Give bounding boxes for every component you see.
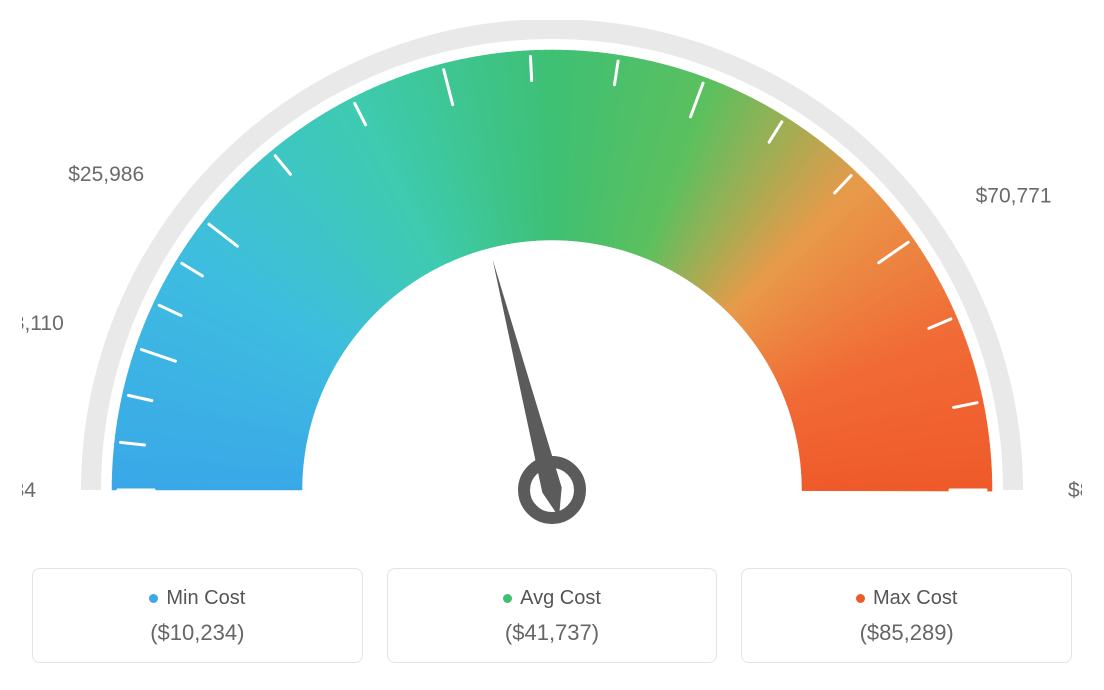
legend-label-avg: Avg Cost: [520, 587, 601, 610]
legend-card-avg: Avg Cost ($41,737): [387, 568, 718, 663]
legend-value-avg: ($41,737): [398, 620, 707, 646]
legend-value-min: ($10,234): [43, 620, 352, 646]
legend-value-max: ($85,289): [752, 620, 1061, 646]
legend-dot-max: [856, 594, 865, 603]
svg-text:$25,986: $25,986: [68, 163, 144, 186]
legend-label-max: Max Cost: [873, 587, 957, 610]
legend-card-min: Min Cost ($10,234): [32, 568, 363, 663]
cost-gauge-chart: $10,234$18,110$25,986$41,737$56,254$70,7…: [22, 20, 1082, 663]
legend-title-max: Max Cost: [856, 587, 957, 610]
legend-title-min: Min Cost: [149, 587, 245, 610]
legend-dot-avg: [503, 594, 512, 603]
svg-text:$70,771: $70,771: [976, 184, 1052, 207]
gauge-svg: $10,234$18,110$25,986$41,737$56,254$70,7…: [22, 20, 1082, 540]
legend-row: Min Cost ($10,234) Avg Cost ($41,737) Ma…: [22, 568, 1082, 663]
legend-card-max: Max Cost ($85,289): [741, 568, 1072, 663]
svg-text:$10,234: $10,234: [22, 479, 36, 502]
svg-text:$18,110: $18,110: [22, 312, 64, 335]
legend-label-min: Min Cost: [166, 587, 245, 610]
legend-title-avg: Avg Cost: [503, 587, 601, 610]
legend-dot-min: [149, 594, 158, 603]
svg-text:$85,289: $85,289: [1068, 479, 1082, 502]
